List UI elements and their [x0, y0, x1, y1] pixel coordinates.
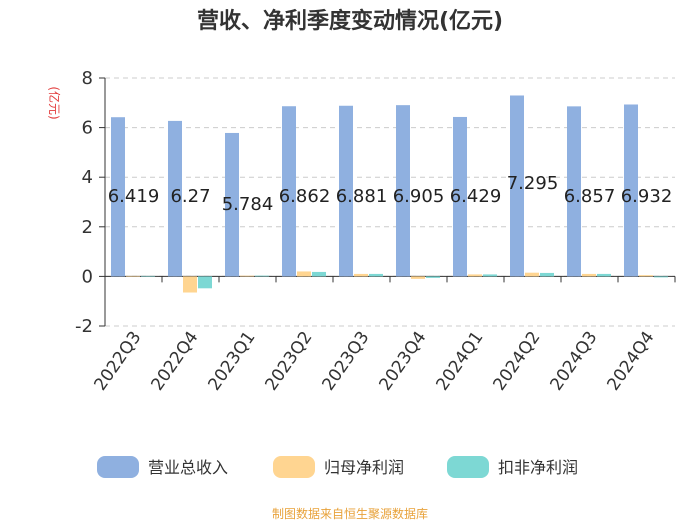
x-tick-label: 2023Q1 — [205, 328, 260, 395]
x-tick-label: 2023Q3 — [319, 328, 374, 395]
y-axis-unit-label: (亿元) — [47, 86, 62, 119]
data-label: 6.932 — [621, 186, 673, 207]
bar-deducted-profit — [426, 276, 440, 278]
legend: 营业总收入 归母净利润 扣非净利润 — [97, 456, 578, 478]
legend-deducted-profit: 扣非净利润 — [447, 456, 578, 478]
legend-swatch — [273, 456, 315, 478]
data-label: 6.429 — [450, 186, 502, 207]
y-tick-label: 6 — [82, 118, 93, 139]
bar-net-profit — [411, 276, 425, 279]
legend-revenue: 营业总收入 — [97, 456, 228, 478]
x-tick-label: 2024Q4 — [604, 328, 659, 395]
bar-revenue — [453, 116, 467, 277]
bar-net-profit — [582, 273, 596, 277]
data-label: 6.419 — [108, 186, 160, 207]
bar-deducted-profit — [312, 271, 326, 277]
data-label: 6.881 — [336, 186, 388, 207]
x-tick-label: 2024Q1 — [433, 328, 488, 395]
bar-net-profit — [354, 273, 368, 277]
data-labels: 6.419 6.27 5.784 6.862 6.881 6.905 6.4297.2956… — [108, 173, 673, 215]
bar-net-profit — [297, 271, 311, 277]
bar-net-profit — [240, 275, 254, 277]
bar-deducted-profit — [654, 276, 668, 278]
bar-net-profit — [126, 275, 140, 277]
data-label: 6.905 — [393, 186, 445, 207]
x-tick-label: 2022Q4 — [148, 328, 203, 395]
bar-revenue — [111, 117, 125, 277]
legend-label: 营业总收入 — [148, 458, 228, 477]
legend-swatch — [447, 456, 489, 478]
bar-revenue — [282, 106, 296, 277]
bar-net-profit — [639, 275, 653, 277]
data-label: 5.784 — [222, 194, 274, 215]
bar-net-profit — [183, 276, 197, 293]
y-tick-label: 8 — [82, 68, 93, 89]
y-tick-label: -2 — [75, 316, 93, 337]
bar-revenue — [339, 105, 353, 277]
y-tick-label: 0 — [82, 266, 93, 287]
bar-revenue — [168, 120, 182, 277]
x-tick-label: 2024Q2 — [490, 328, 545, 395]
y-tick-label: 4 — [82, 167, 93, 188]
legend-label: 归母净利润 — [324, 458, 404, 477]
bar-deducted-profit — [255, 275, 269, 277]
x-tick-label: 2023Q2 — [262, 328, 317, 395]
data-label: 7.295 — [507, 173, 559, 194]
bar-deducted-profit — [198, 276, 212, 289]
x-tick-label: 2022Q3 — [91, 328, 146, 395]
legend-swatch — [97, 456, 139, 478]
bar-revenue — [396, 105, 410, 277]
bars — [111, 95, 668, 293]
data-label: 6.27 — [170, 186, 210, 207]
bar-deducted-profit — [540, 272, 554, 277]
bar-net-profit — [468, 274, 482, 277]
legend-label: 扣非净利润 — [498, 458, 578, 477]
data-label: 6.862 — [279, 186, 331, 207]
bar-net-profit — [525, 272, 539, 277]
chart-title: 营收、净利季度变动情况(亿元) — [197, 8, 503, 34]
bar-revenue — [225, 132, 239, 277]
bar-deducted-profit — [483, 274, 497, 277]
bar-revenue — [510, 95, 524, 277]
bar-deducted-profit — [369, 273, 383, 277]
legend-net-profit: 归母净利润 — [273, 456, 404, 478]
data-label: 6.857 — [564, 186, 616, 207]
y-tick-label: 2 — [82, 217, 93, 238]
bar-revenue — [567, 106, 581, 277]
source-note: 制图数据来自恒生聚源数据库 — [272, 506, 428, 521]
bar-revenue — [624, 104, 638, 277]
bar-deducted-profit — [597, 273, 611, 277]
bar-deducted-profit — [141, 275, 155, 277]
x-tick-label: 2024Q3 — [547, 328, 602, 395]
x-tick-label: 2023Q4 — [376, 328, 431, 395]
